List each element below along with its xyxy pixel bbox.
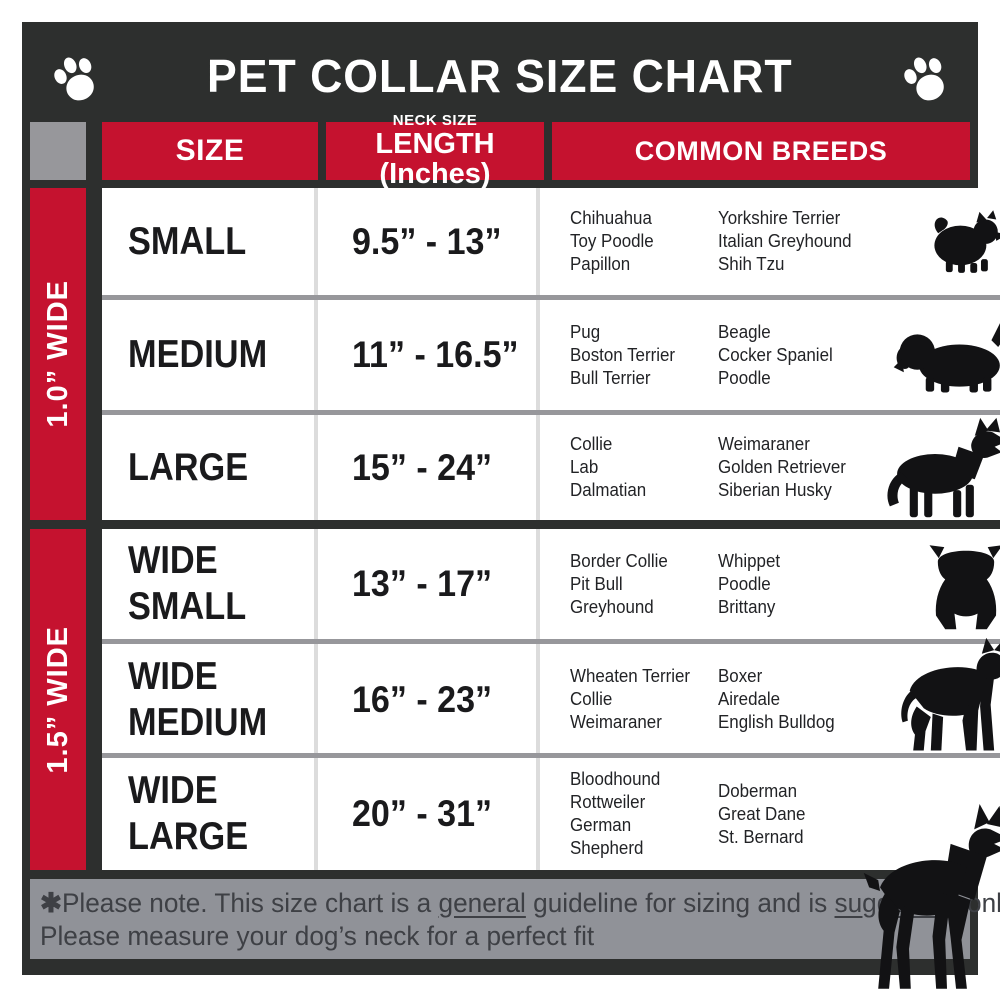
table-row: SMALL 9.5” - 13” Chihuahua Toy Poodle Pa… <box>102 188 1000 295</box>
page-title: PET COLLAR SIZE CHART <box>207 50 793 102</box>
column-header-neck-size: NECK SIZE LENGTH (Inches) <box>326 113 544 189</box>
breed-list: Bloodhound Rottweiler German Shepherd <box>570 769 661 858</box>
breed-list: Beagle Cocker Spaniel Poodle <box>718 321 833 388</box>
neck-size-value: 11” - 16.5” <box>352 334 519 375</box>
pitbull-icon <box>901 637 1000 751</box>
doberman-icon <box>863 804 1000 989</box>
size-value: WIDE LARGE <box>128 769 249 858</box>
section-label: 1.0” WIDE <box>41 280 74 428</box>
footer-line-2: Please measure your dog’s neck for a per… <box>40 921 595 951</box>
paw-print-icon <box>904 57 944 101</box>
table-row: WIDE SMALL 13” - 17” Border Collie Pit B… <box>102 529 1000 639</box>
rows-column: SMALL 9.5” - 13” Chihuahua Toy Poodle Pa… <box>102 188 1000 989</box>
section-bar-1-inch: 1.0” WIDE <box>30 188 86 520</box>
neck-length-heading: LENGTH (Inches) <box>375 128 495 190</box>
neck-size-subheading: NECK SIZE <box>392 112 478 129</box>
breed-list: Whippet Poodle Brittany <box>718 550 781 617</box>
table-row: MEDIUM 11” - 16.5” Pug Boston Terrier Bu… <box>102 300 1000 410</box>
breed-list: Border Collie Pit Bull Greyhound <box>570 550 668 617</box>
size-value: SMALL <box>128 219 247 263</box>
breed-list: Boxer Airedale English Bulldog <box>718 666 835 732</box>
table-header-row: SIZE NECK SIZE LENGTH (Inches) COMMON BR… <box>30 113 970 189</box>
size-value: LARGE <box>128 445 249 489</box>
asterisk: ✱ <box>40 888 62 918</box>
neck-size-value: 13” - 17” <box>352 563 493 604</box>
column-header-common-breeds: COMMON BREEDS <box>552 122 970 180</box>
breed-list: Pug Boston Terrier Bull Terrier <box>570 321 676 388</box>
breed-list: Wheaten Terrier Collie Weimaraner <box>570 666 691 732</box>
paw-print-icon <box>54 57 94 101</box>
size-value: WIDE SMALL <box>128 539 247 628</box>
breed-list: Chihuahua Toy Poodle Papillon <box>570 208 654 274</box>
underlined-word: general <box>438 888 526 918</box>
breed-list: Yorkshire Terrier Italian Greyhound Shih… <box>718 208 852 274</box>
size-value: WIDE MEDIUM <box>128 654 268 744</box>
section-divider <box>102 520 1000 529</box>
section-label: 1.5” WIDE <box>41 625 74 774</box>
title-bar: PET COLLAR SIZE CHART <box>30 30 970 122</box>
beagle-puppy-icon <box>893 323 1000 393</box>
table-row: WIDE LARGE 20” - 31” Bloodhound Rottweil… <box>102 758 1000 989</box>
neck-size-value: 9.5” - 13” <box>352 220 502 262</box>
breed-list: Weimaraner Golden Retriever Siberian Hus… <box>718 434 846 500</box>
corner-spacer <box>30 122 86 180</box>
shepherd-icon <box>887 417 1000 517</box>
size-value: MEDIUM <box>128 333 268 376</box>
neck-size-value: 16” - 23” <box>352 678 493 720</box>
section-bar-1-5-inch: 1.5” WIDE <box>30 529 86 870</box>
footer-note: ✱Please note. This size chart is a gener… <box>30 879 1000 959</box>
table-row: LARGE 15” - 24” Collie Lab Dalmatian Wei… <box>102 415 1000 520</box>
pomeranian-icon <box>934 209 1000 273</box>
breed-list: Collie Lab Dalmatian <box>570 434 647 500</box>
bulldog-icon <box>929 544 1000 629</box>
footer-line-1: ✱Please note. This size chart is a gener… <box>40 888 1000 918</box>
collar-width-rail: 1.0” WIDE 1.5” WIDE <box>30 188 86 870</box>
neck-size-value: 15” - 24” <box>352 446 493 488</box>
neck-size-value: 20” - 31” <box>352 793 493 834</box>
column-header-size: SIZE <box>102 122 318 180</box>
table-row: WIDE MEDIUM 16” - 23” Wheaten Terrier Co… <box>102 637 1000 755</box>
poster-frame: PET COLLAR SIZE CHART SIZE NECK SIZE LEN… <box>22 22 1000 989</box>
table-body: 1.0” WIDE 1.5” WIDE SMALL 9.5” - 13” Chi… <box>30 188 1000 989</box>
breed-list: Doberman Great Dane St. Bernard <box>718 780 806 847</box>
